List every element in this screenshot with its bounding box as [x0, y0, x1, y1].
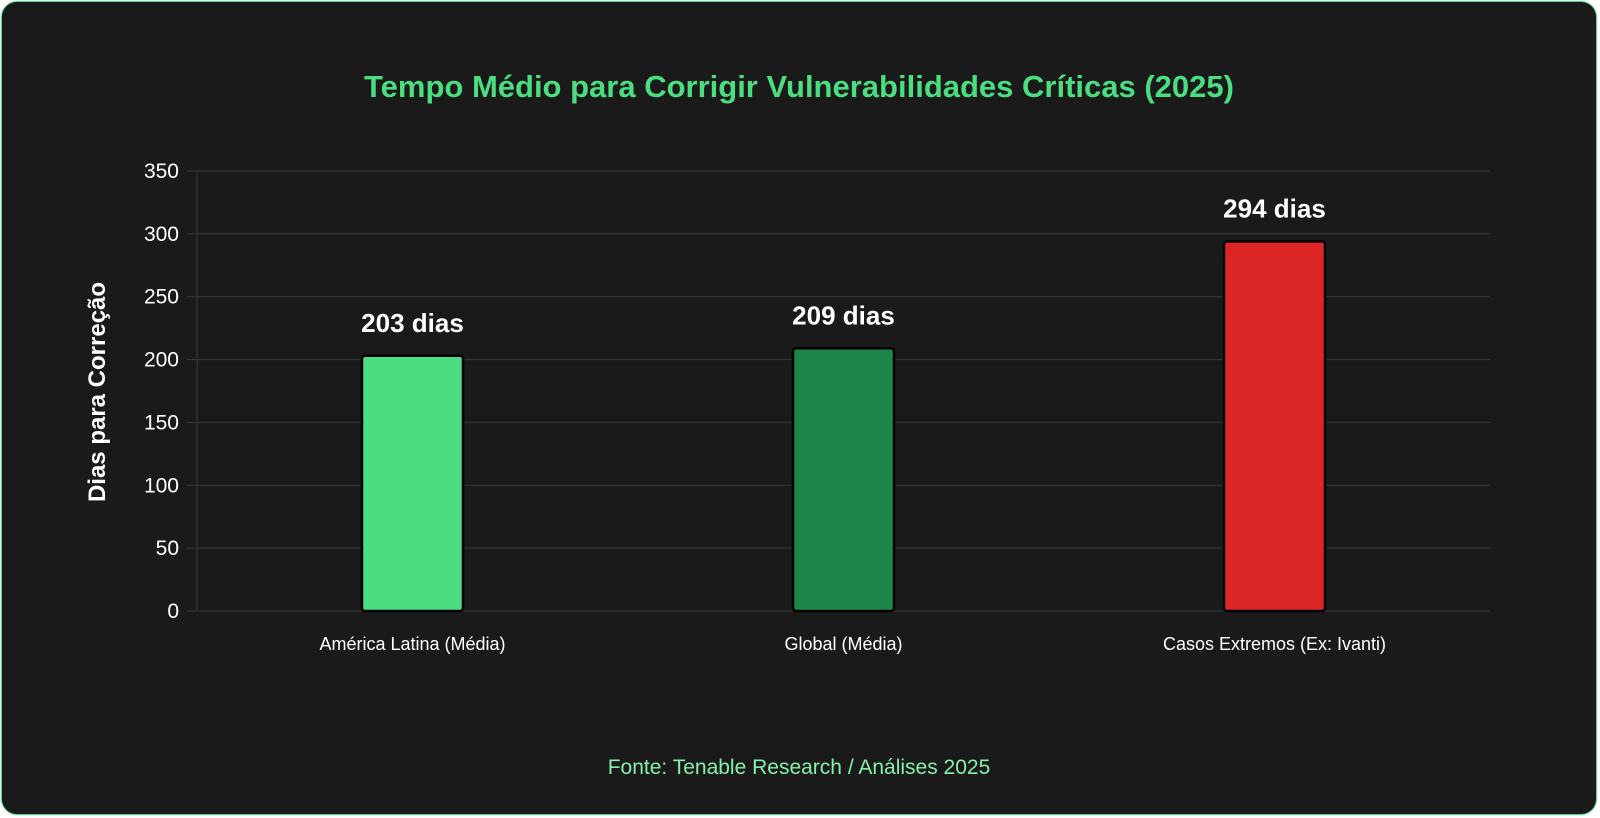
x-tick-label: Global (Média): [784, 634, 902, 654]
bar: [360, 354, 465, 613]
data-label: 203 dias: [361, 308, 464, 338]
bar: [791, 347, 896, 613]
bar: [1222, 240, 1327, 613]
y-tick-label: 100: [144, 474, 179, 497]
y-tick-label: 250: [144, 286, 179, 309]
data-labels: 203 dias 209 dias 294 dias: [361, 193, 1326, 337]
bars: [360, 240, 1327, 613]
y-axis-ticks: 0 50 100 150 200 250 300 350: [144, 160, 179, 623]
y-tick-label: 50: [156, 537, 179, 560]
y-tick-label: 200: [144, 349, 179, 372]
y-tick-label: 350: [144, 160, 179, 183]
y-axis-label: Dias para Correção: [84, 282, 111, 502]
x-tick-label: América Latina (Média): [319, 634, 505, 654]
y-tick-label: 0: [167, 600, 179, 623]
y-tick-label: 300: [144, 223, 179, 246]
x-axis-ticks: América Latina (Média) Global (Média) Caso…: [319, 634, 1386, 654]
chart-title: Tempo Médio para Corrigir Vulnerabilidad…: [364, 69, 1234, 104]
x-tick-label: Casos Extremos (Ex: Ivanti): [1163, 634, 1386, 654]
data-label: 209 dias: [792, 300, 895, 330]
y-tick-label: 150: [144, 411, 179, 434]
data-label: 294 dias: [1223, 193, 1326, 223]
source-note: Fonte: Tenable Research / Análises 2025: [607, 756, 991, 779]
